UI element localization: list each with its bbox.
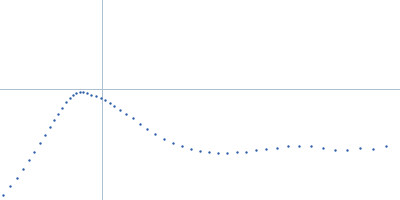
Point — [14, 176, 20, 179]
Point — [152, 132, 158, 136]
Point — [117, 108, 123, 111]
Point — [7, 185, 13, 188]
Point — [344, 148, 350, 151]
Point — [88, 93, 94, 96]
Point — [308, 145, 314, 148]
Point — [243, 150, 250, 153]
Point — [66, 97, 73, 100]
Point — [20, 167, 26, 171]
Point — [137, 122, 143, 125]
Point — [98, 96, 104, 100]
Point — [296, 144, 302, 147]
Point — [130, 117, 136, 120]
Point — [370, 147, 376, 151]
Point — [80, 91, 86, 94]
Point — [102, 99, 108, 102]
Point — [111, 104, 118, 108]
Point — [106, 102, 113, 105]
Point — [84, 92, 90, 95]
Point — [215, 152, 221, 155]
Point — [144, 127, 150, 130]
Point — [93, 95, 99, 98]
Point — [42, 133, 48, 137]
Point — [320, 147, 326, 150]
Point — [31, 150, 38, 153]
Point — [77, 90, 83, 94]
Point — [73, 91, 80, 95]
Point — [357, 146, 363, 150]
Point — [63, 101, 69, 104]
Point — [170, 141, 176, 145]
Point — [263, 147, 269, 151]
Point — [383, 144, 389, 147]
Point — [55, 112, 61, 115]
Point — [70, 94, 76, 97]
Point — [123, 112, 129, 115]
Point — [37, 141, 43, 145]
Point — [188, 147, 194, 151]
Point — [59, 106, 65, 109]
Point — [0, 193, 6, 197]
Point — [51, 118, 57, 122]
Point — [253, 149, 259, 152]
Point — [197, 149, 203, 153]
Point — [161, 137, 167, 141]
Point — [206, 151, 212, 154]
Point — [26, 159, 32, 162]
Point — [234, 151, 240, 154]
Point — [274, 146, 280, 149]
Point — [46, 125, 53, 129]
Point — [179, 145, 185, 148]
Point — [224, 151, 230, 155]
Point — [332, 149, 338, 152]
Point — [285, 144, 291, 148]
